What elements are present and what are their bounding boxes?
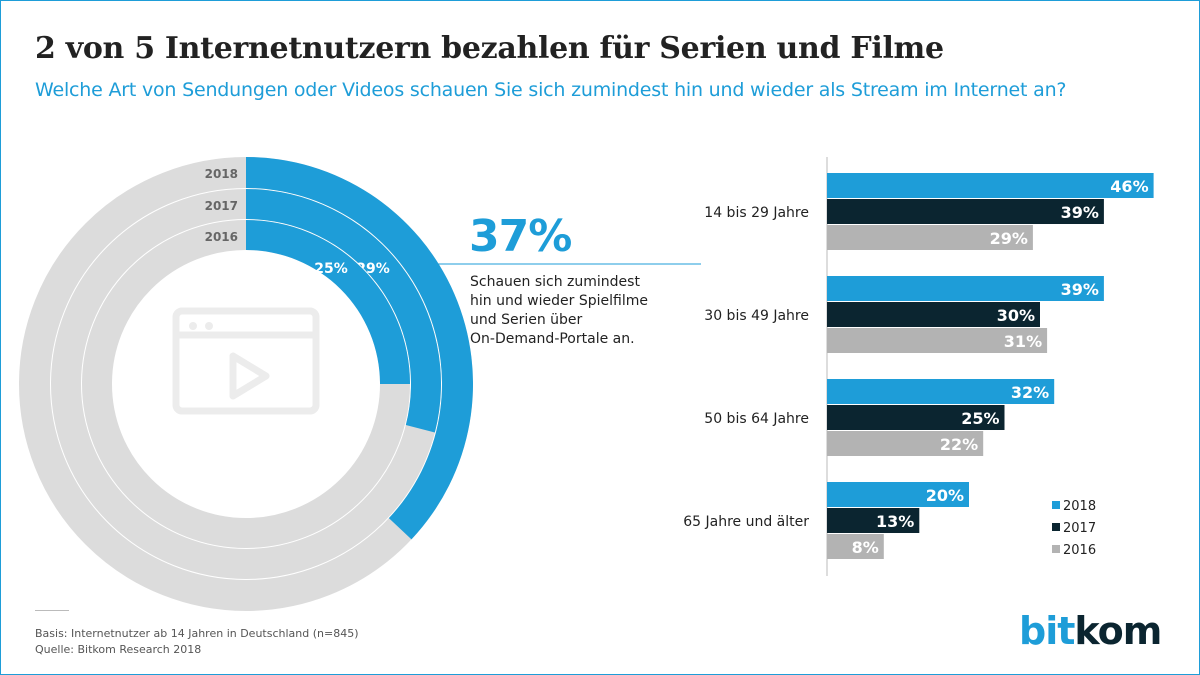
footer-divider xyxy=(35,610,69,611)
legend-label: 2016 xyxy=(1063,543,1096,558)
bar-2016 xyxy=(827,431,984,456)
logo-part: kom xyxy=(1074,609,1162,653)
bar-2016 xyxy=(827,534,884,559)
bar-value-label: 13% xyxy=(876,512,914,531)
video-player-icon xyxy=(172,307,320,415)
desc-line: Schauen sich zumindest xyxy=(470,274,640,290)
footer-source: Quelle: Bitkom Research 2018 xyxy=(35,643,202,656)
ring-segment-2016 xyxy=(246,220,410,384)
ring-year-label: 2016 xyxy=(205,230,238,244)
legend-swatch-2018 xyxy=(1052,501,1060,509)
bar-2017 xyxy=(827,508,920,533)
bar-2016 xyxy=(827,225,1033,250)
legend-label: 2018 xyxy=(1063,499,1096,514)
subtitle: Welche Art von Sendungen oder Videos sch… xyxy=(35,79,1067,101)
bar-2016 xyxy=(827,328,1048,353)
window-dot xyxy=(189,322,197,330)
bar-value-label: 8% xyxy=(852,538,879,557)
bar-2017 xyxy=(827,405,1005,430)
ring-year-label: 2017 xyxy=(205,199,238,213)
bar-2017 xyxy=(827,199,1104,224)
desc-line: hin und wieder Spielfilme xyxy=(470,293,648,309)
category-label: 65 Jahre und älter xyxy=(683,514,809,530)
bar-value-label: 31% xyxy=(1004,332,1042,351)
legend-swatch-2016 xyxy=(1052,545,1060,553)
window-dot xyxy=(205,322,213,330)
desc-line: und Serien über xyxy=(470,312,583,328)
desc-line: On-Demand-Portale an. xyxy=(470,331,635,347)
bar-2018 xyxy=(827,482,969,507)
category-label: 50 bis 64 Jahre xyxy=(704,411,809,427)
bar-value-label: 39% xyxy=(1061,203,1099,222)
bar-value-label: 46% xyxy=(1110,177,1148,196)
bar-value-label: 29% xyxy=(990,229,1028,248)
ring-value-label: 25% xyxy=(314,261,348,277)
footer-basis: Basis: Internetnutzer ab 14 Jahren in De… xyxy=(35,627,359,640)
highlight-value: 37% xyxy=(469,211,572,262)
bar-2018 xyxy=(827,173,1154,198)
window-frame xyxy=(172,307,320,415)
logo-part: bit xyxy=(1019,609,1075,653)
bar-2018 xyxy=(827,379,1055,404)
bar-value-label: 22% xyxy=(940,435,978,454)
legend-swatch-2017 xyxy=(1052,523,1060,531)
ring-segment-2018 xyxy=(246,157,474,540)
ring-year-label: 2018 xyxy=(205,167,238,181)
highlight-description: Schauen sich zumindest hin und wieder Sp… xyxy=(470,273,680,349)
title: 2 von 5 Internetnutzern bezahlen für Ser… xyxy=(35,31,944,66)
bar-value-label: 39% xyxy=(1061,280,1099,299)
bar-chart: 14 bis 29 Jahre 46% 39% 29% 30 bis 49 Jahre 3… xyxy=(683,157,1154,576)
bitkom-logo: bitkom xyxy=(1019,609,1162,653)
bar-value-label: 32% xyxy=(1011,383,1049,402)
legend-label: 2017 xyxy=(1063,521,1096,536)
bar-2018 xyxy=(827,276,1104,301)
bar-value-label: 20% xyxy=(926,486,964,505)
category-label: 14 bis 29 Jahre xyxy=(704,205,809,221)
bar-value-label: 30% xyxy=(997,306,1035,325)
bar-value-label: 25% xyxy=(961,409,999,428)
category-label: 30 bis 49 Jahre xyxy=(704,308,809,324)
bar-2017 xyxy=(827,302,1040,327)
play-icon xyxy=(229,352,270,400)
ring-segment-2017 xyxy=(246,189,442,433)
